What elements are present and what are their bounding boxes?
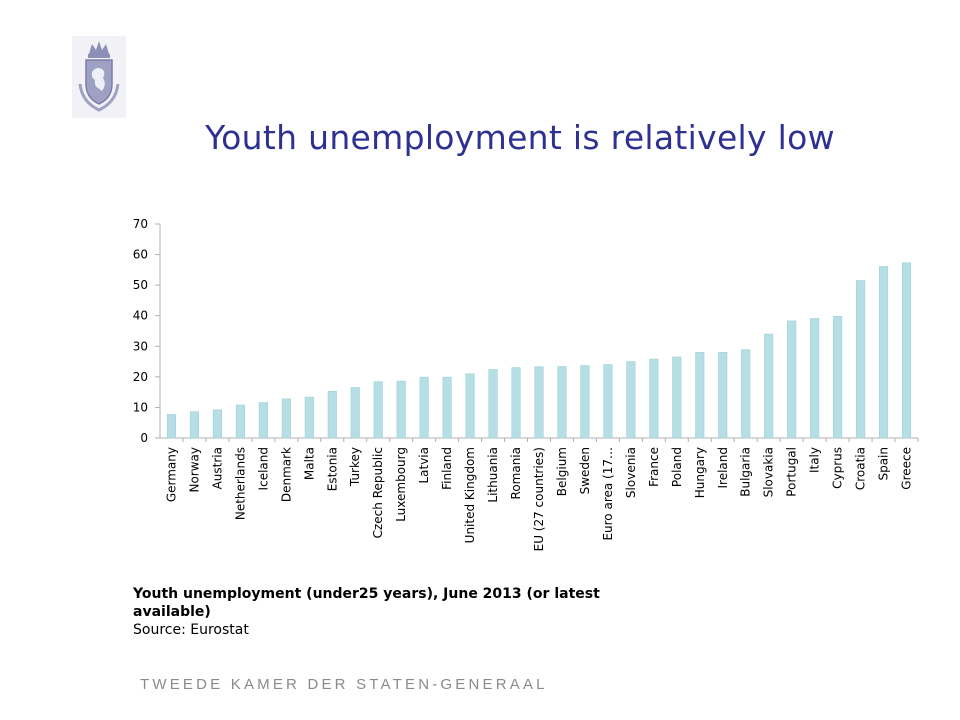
bar (350, 387, 360, 439)
bar (833, 316, 843, 439)
y-tick-label: 0 (140, 431, 148, 445)
y-axis: 0 10 20 30 40 50 60 70 (133, 217, 918, 445)
x-tick-label: Sweden (578, 447, 592, 494)
crest-icon (72, 36, 126, 118)
y-tick-label: 40 (133, 309, 148, 323)
x-tick-label: Turkey (348, 447, 362, 487)
x-tick-label: Malta (302, 447, 316, 480)
bar (580, 365, 590, 439)
x-tick-label: Netherlands (233, 447, 247, 520)
bar (649, 358, 659, 439)
page-title: Youth unemployment is relatively low (205, 118, 835, 157)
y-tick-label: 50 (133, 278, 148, 292)
caption-text: Youth unemployment (under25 years), June… (133, 586, 600, 620)
bar (787, 320, 797, 439)
bar (626, 361, 636, 439)
bar (327, 390, 337, 439)
y-tick-label: 10 (133, 400, 148, 414)
bar (281, 398, 291, 439)
bar (465, 373, 475, 439)
x-tick-label: Poland (670, 447, 684, 487)
x-tick-label: Slovakia (762, 447, 776, 497)
bar (672, 356, 682, 439)
bar (189, 411, 200, 439)
bar (166, 414, 177, 439)
bar (511, 367, 521, 439)
bar (373, 381, 383, 439)
y-tick-label: 30 (133, 339, 148, 353)
x-tick-label: Latvia (417, 447, 431, 484)
y-tick-label: 20 (133, 370, 148, 384)
x-tick-label: Iceland (256, 447, 270, 490)
x-tick-label: Romania (509, 447, 523, 499)
x-tick-label: Euro area (17… (601, 447, 615, 541)
source-text: Source: Eurostat (133, 622, 249, 638)
bar (718, 352, 728, 439)
x-tick-label: Ireland (716, 447, 730, 489)
bar (878, 266, 889, 439)
x-tick-label: Denmark (279, 447, 293, 502)
bar-chart: 0 10 20 30 40 50 60 70 Germany Norway Austria Neth… (133, 217, 919, 551)
x-tick-label: Italy (808, 447, 822, 473)
bar (304, 396, 314, 439)
x-tick-label: Austria (210, 447, 224, 489)
bar (396, 380, 406, 439)
x-tick-label: Croatia (854, 447, 868, 490)
x-tick-label: Hungary (693, 447, 707, 498)
chart-caption: Youth unemployment (under25 years), June… (133, 585, 653, 639)
bar (534, 366, 544, 439)
bar (557, 366, 567, 439)
x-tick-label: Luxembourg (394, 447, 408, 522)
x-tick-label: Cyprus (831, 447, 845, 489)
bar (764, 333, 774, 439)
bar (695, 352, 705, 439)
bar (856, 280, 866, 439)
x-tick-label: France (647, 447, 661, 487)
footer-wordmark: TWEEDE KAMER DER STATEN-GENERAAL (140, 676, 548, 693)
bar (901, 262, 912, 439)
bar (212, 409, 222, 439)
x-tick-label: Germany (164, 447, 178, 502)
bar (741, 349, 751, 439)
x-tick-label: Estonia (325, 447, 339, 491)
x-tick-label: Belgium (555, 447, 569, 496)
y-tick-label: 70 (133, 217, 148, 231)
bar (419, 376, 429, 439)
bar (603, 364, 613, 439)
x-tick-label: Finland (440, 447, 454, 490)
x-tick-label: United Kingdom (463, 447, 477, 543)
bar (258, 402, 268, 439)
x-tick-label: Greece (900, 447, 914, 490)
x-tick-label: Lithuania (486, 447, 500, 503)
bars (166, 262, 912, 439)
x-tick-label: Czech Republic (371, 447, 385, 538)
x-axis-labels: Germany Norway Austria Netherlands Iceland De… (164, 438, 919, 551)
bar (442, 376, 452, 439)
bar (488, 369, 498, 439)
x-tick-label: EU (27 countries) (532, 447, 546, 551)
bar (235, 404, 245, 439)
x-tick-label: Norway (187, 447, 201, 493)
x-tick-label: Bulgaria (739, 447, 753, 497)
x-tick-label: Spain (877, 447, 891, 481)
y-tick-label: 60 (133, 248, 148, 262)
x-tick-label: Portugal (785, 447, 799, 497)
bar (810, 318, 820, 439)
x-tick-label: Slovenia (624, 447, 638, 498)
